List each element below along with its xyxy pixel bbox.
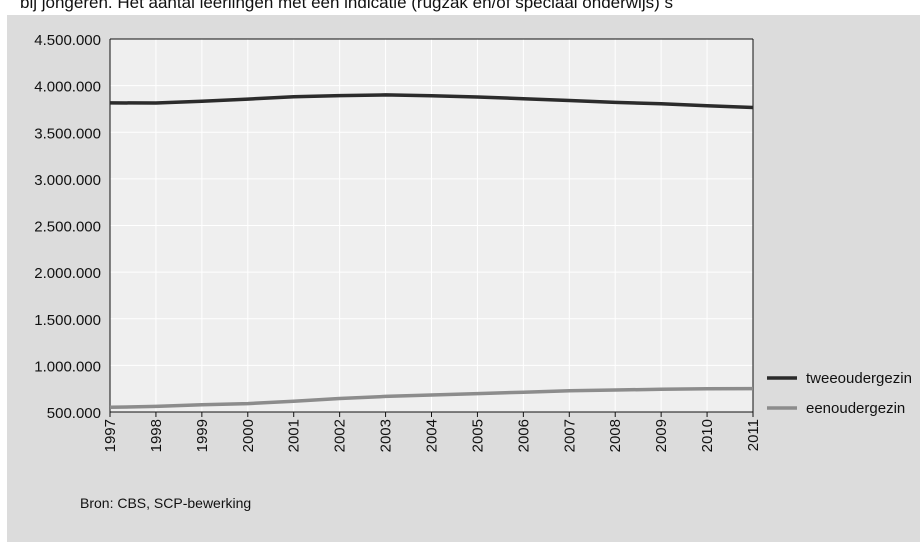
y-axis-ticks: 500.000 1.000.000 1.500.000 2.000.000 2.500.… [34, 32, 101, 422]
y-tick-label: 2.500.000 [34, 219, 101, 236]
y-tick-label: 3.000.000 [34, 172, 101, 189]
legend-label-tweeoudergezin: tweeoudergezin [806, 370, 912, 387]
y-tick-label: 500.000 [47, 405, 101, 422]
series-line-eenoudergezin [109, 386, 754, 410]
x-tick-label: 1997 [102, 419, 119, 452]
x-tick-label: 2010 [699, 419, 716, 452]
y-tick-label: 3.500.000 [34, 125, 101, 142]
y-tick-label: 2.000.000 [34, 265, 101, 282]
legend: tweeoudergezin eenoudergezin [767, 370, 912, 417]
y-tick-label: 1.000.000 [34, 358, 101, 375]
series-line-tweeoudergezin [109, 93, 754, 110]
y-tick-label: 1.500.000 [34, 312, 101, 329]
x-tick-label: 2006 [515, 419, 532, 452]
x-tick-label: 2008 [607, 419, 624, 452]
x-tick-label: 2001 [286, 419, 303, 452]
header-caption: bij jongeren. Het aantal leerlingen met … [20, 0, 673, 12]
x-tick-label: 1998 [148, 419, 165, 452]
x-axis-ticks: 1997 1998 1999 2000 2001 2002 2003 2004 2005 2006… [102, 412, 762, 452]
x-tick-label: 2000 [240, 419, 257, 452]
source-note: Bron: CBS, SCP-bewerking [80, 495, 251, 511]
x-tick-label: 2005 [469, 419, 486, 452]
series-lines [109, 93, 754, 410]
y-tick-label: 4.500.000 [34, 32, 101, 49]
x-tick-label: 2002 [332, 419, 349, 452]
x-tick-label: 2004 [424, 419, 441, 452]
x-tick-label: 2011 [745, 419, 762, 451]
gridlines [110, 39, 753, 412]
x-tick-label: 2003 [378, 419, 395, 452]
x-tick-label: 1999 [194, 419, 211, 452]
legend-label-eenoudergezin: eenoudergezin [806, 400, 905, 417]
x-tick-label: 2009 [653, 419, 670, 452]
y-tick-label: 4.000.000 [34, 79, 101, 96]
x-tick-label: 2007 [561, 419, 578, 452]
